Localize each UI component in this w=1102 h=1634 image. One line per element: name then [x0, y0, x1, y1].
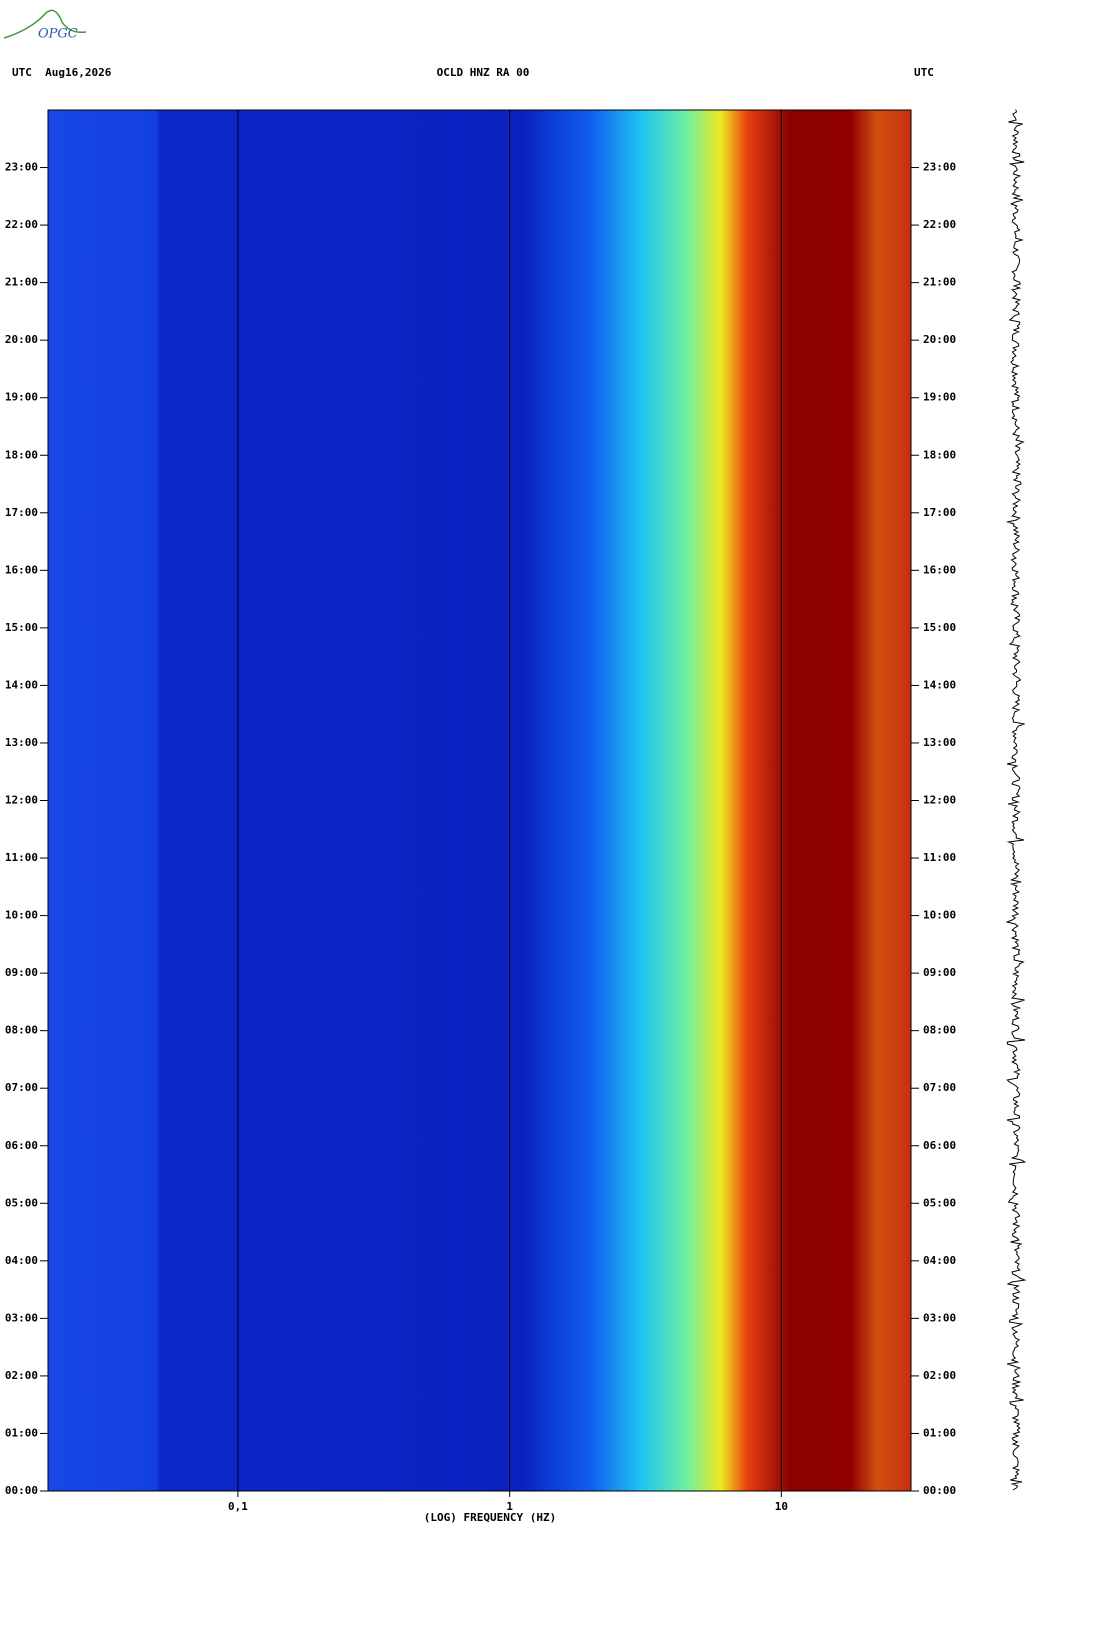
y-tick-label-left: 15:00	[5, 621, 38, 634]
y-tick-label-right: 17:00	[923, 506, 956, 519]
y-tick-label-right: 12:00	[923, 794, 956, 807]
y-tick-label-right: 05:00	[923, 1196, 956, 1209]
y-tick-label-left: 18:00	[5, 448, 38, 461]
y-tick-label-left: 10:00	[5, 909, 38, 922]
y-tick-label-left: 20:00	[5, 333, 38, 346]
y-tick-label-left: 08:00	[5, 1024, 38, 1037]
y-tick-label-left: 06:00	[5, 1139, 38, 1152]
y-tick-label-right: 10:00	[923, 909, 956, 922]
y-tick-label-left: 17:00	[5, 506, 38, 519]
y-tick-label-right: 09:00	[923, 966, 956, 979]
y-tick-label-right: 03:00	[923, 1311, 956, 1324]
y-tick-label-left: 21:00	[5, 276, 38, 289]
y-tick-label-right: 07:00	[923, 1081, 956, 1094]
y-tick-label-right: 11:00	[923, 851, 956, 864]
chart-title: OCLD HNZ RA 00	[437, 66, 530, 79]
y-tick-label-right: 13:00	[923, 736, 956, 749]
y-tick-label-left: 11:00	[5, 851, 38, 864]
header-right: UTC	[914, 66, 934, 79]
x-tick-label: 0,1	[228, 1500, 248, 1513]
y-tick-label-left: 04:00	[5, 1254, 38, 1267]
y-tick-label-left: 09:00	[5, 966, 38, 979]
y-tick-label-left: 13:00	[5, 736, 38, 749]
y-tick-label-right: 04:00	[923, 1254, 956, 1267]
y-tick-label-right: 22:00	[923, 218, 956, 231]
y-tick-label-right: 00:00	[923, 1484, 956, 1497]
y-tick-label-left: 22:00	[5, 218, 38, 231]
y-tick-label-right: 18:00	[923, 448, 956, 461]
y-tick-label-left: 12:00	[5, 794, 38, 807]
x-axis-label: (LOG) FREQUENCY (HZ)	[424, 1511, 556, 1524]
y-tick-label-right: 02:00	[923, 1369, 956, 1382]
y-tick-label-left: 07:00	[5, 1081, 38, 1094]
header-left: UTC Aug16,2026	[12, 66, 112, 79]
y-tick-label-right: 20:00	[923, 333, 956, 346]
y-tick-label-left: 19:00	[5, 391, 38, 404]
logo-swoosh	[3, 9, 87, 39]
y-tick-label-left: 05:00	[5, 1196, 38, 1209]
x-tick-label: 1	[506, 1500, 513, 1513]
seismogram-trace	[1005, 109, 1027, 1491]
y-tick-label-right: 14:00	[923, 678, 956, 691]
y-tick-label-right: 01:00	[923, 1426, 956, 1439]
y-tick-label-right: 21:00	[923, 276, 956, 289]
y-tick-label-right: 15:00	[923, 621, 956, 634]
y-tick-label-left: 23:00	[5, 161, 38, 174]
y-tick-label-left: 14:00	[5, 678, 38, 691]
y-tick-label-left: 00:00	[5, 1484, 38, 1497]
y-tick-label-right: 08:00	[923, 1024, 956, 1037]
y-tick-label-left: 02:00	[5, 1369, 38, 1382]
logo: OPGC	[38, 27, 78, 42]
y-tick-label-left: 01:00	[5, 1426, 38, 1439]
y-tick-label-right: 19:00	[923, 391, 956, 404]
spectrogram	[48, 110, 911, 1491]
y-tick-label-right: 23:00	[923, 161, 956, 174]
x-tick-label: 10	[775, 1500, 788, 1513]
y-tick-label-right: 16:00	[923, 563, 956, 576]
y-tick-label-left: 16:00	[5, 563, 38, 576]
y-tick-label-left: 03:00	[5, 1311, 38, 1324]
y-tick-label-right: 06:00	[923, 1139, 956, 1152]
